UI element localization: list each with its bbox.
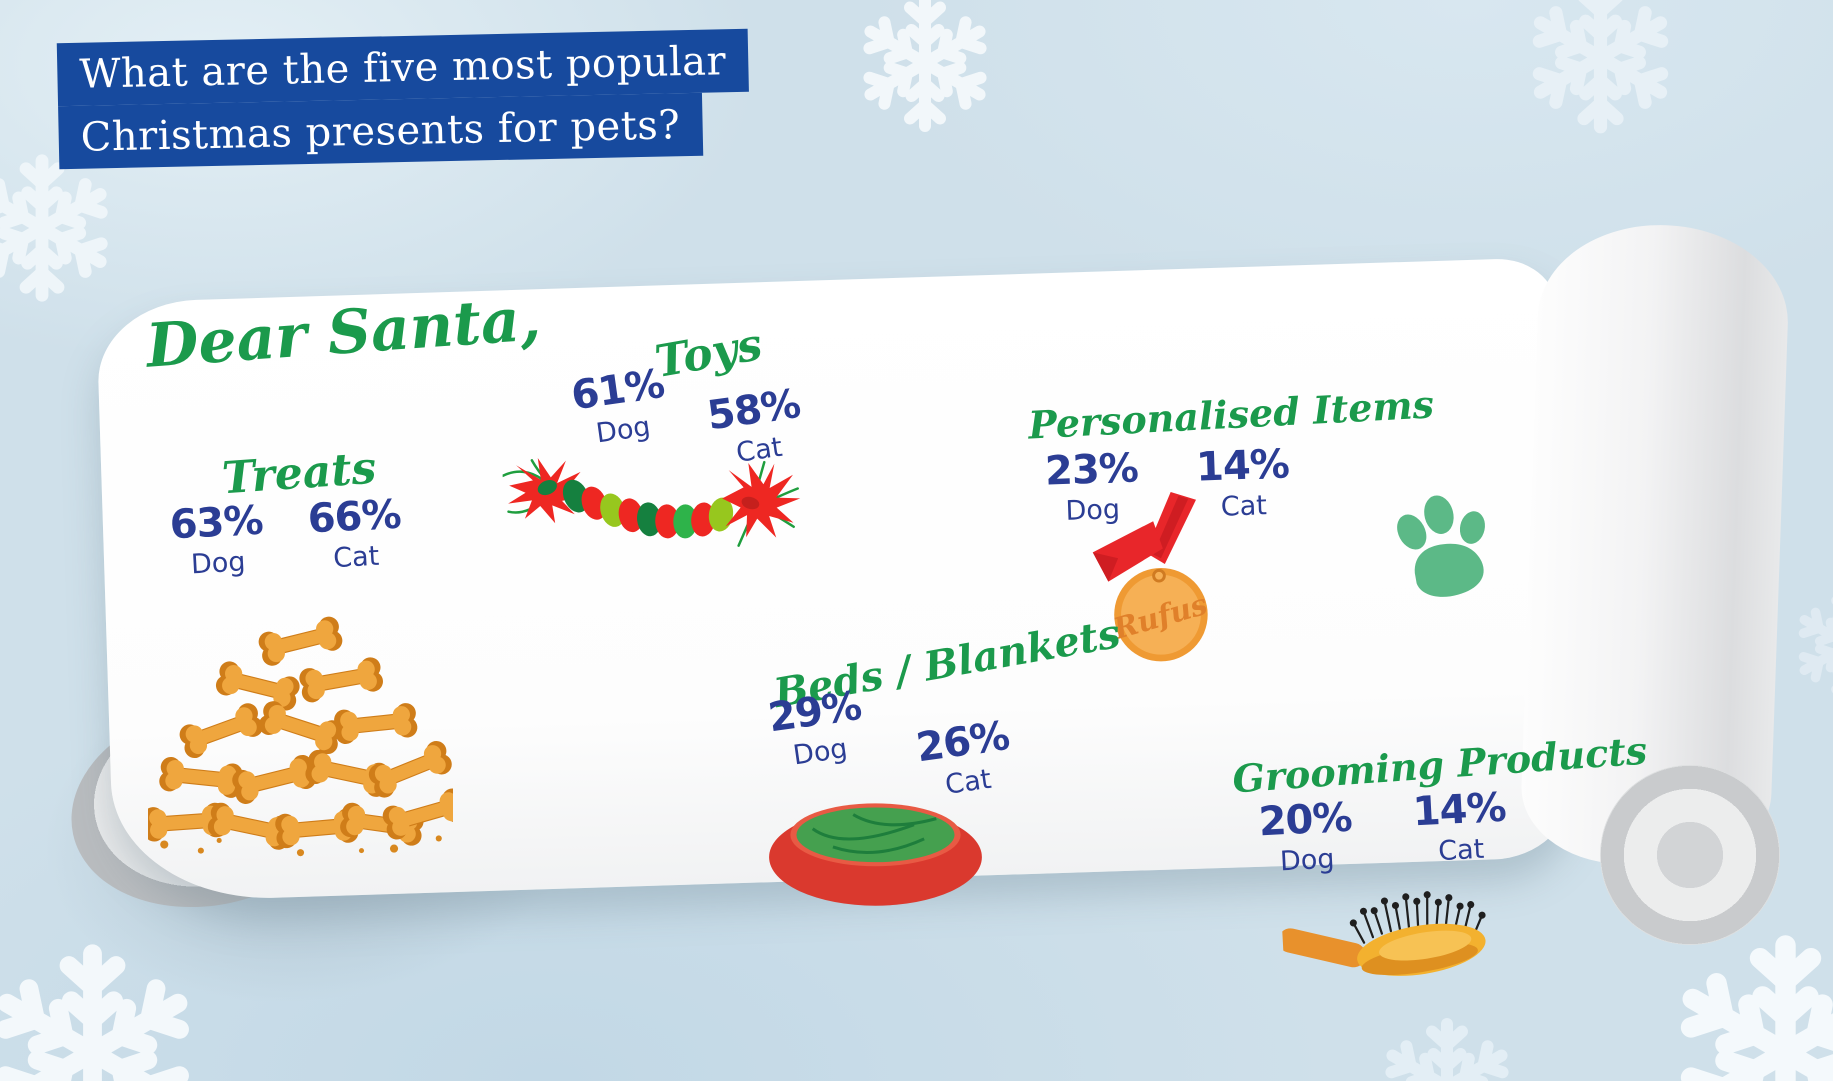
bone-treats-icon (148, 614, 453, 857)
personalised-dog-value: 23% (1044, 445, 1139, 495)
paw-print-icon (1397, 495, 1485, 597)
scroll-roll-right-cap (1600, 765, 1780, 945)
pet-name-tag-icon: Rufus (1092, 492, 1211, 662)
rope-toy-icon (501, 458, 801, 547)
personalised-cat-value: 14% (1195, 441, 1290, 491)
snowflake-icon (1372, 1012, 1522, 1081)
treats-dog-stat: 63% Dog (158, 497, 276, 581)
grooming-brush-icon (1278, 891, 1486, 976)
grooming-dog-value: 20% (1257, 794, 1353, 846)
treats-cat-stat: 66% Cat (296, 491, 414, 575)
grooming-cat-value: 14% (1411, 784, 1507, 836)
grooming-cat-stat: 14% Cat (1403, 784, 1517, 868)
snowflake-icon (1658, 925, 1833, 1081)
snowflake-icon (0, 935, 210, 1081)
snowflake-icon (1518, 0, 1683, 140)
treats-cat-value: 66% (306, 491, 402, 543)
title-banner: What are the five most popular Christmas… (56, 28, 750, 170)
pet-bed-icon (769, 803, 982, 906)
beds-dog-stat: 29% Dog (757, 683, 876, 774)
snowflake-icon (850, 0, 1000, 138)
toys-dog-stat: 61% Dog (559, 361, 680, 452)
snowflake-icon (1788, 585, 1833, 705)
title-line-2: Christmas presents for pets? (58, 92, 703, 170)
snowflake-icon (0, 148, 122, 308)
treats-dog-value: 63% (168, 497, 264, 549)
